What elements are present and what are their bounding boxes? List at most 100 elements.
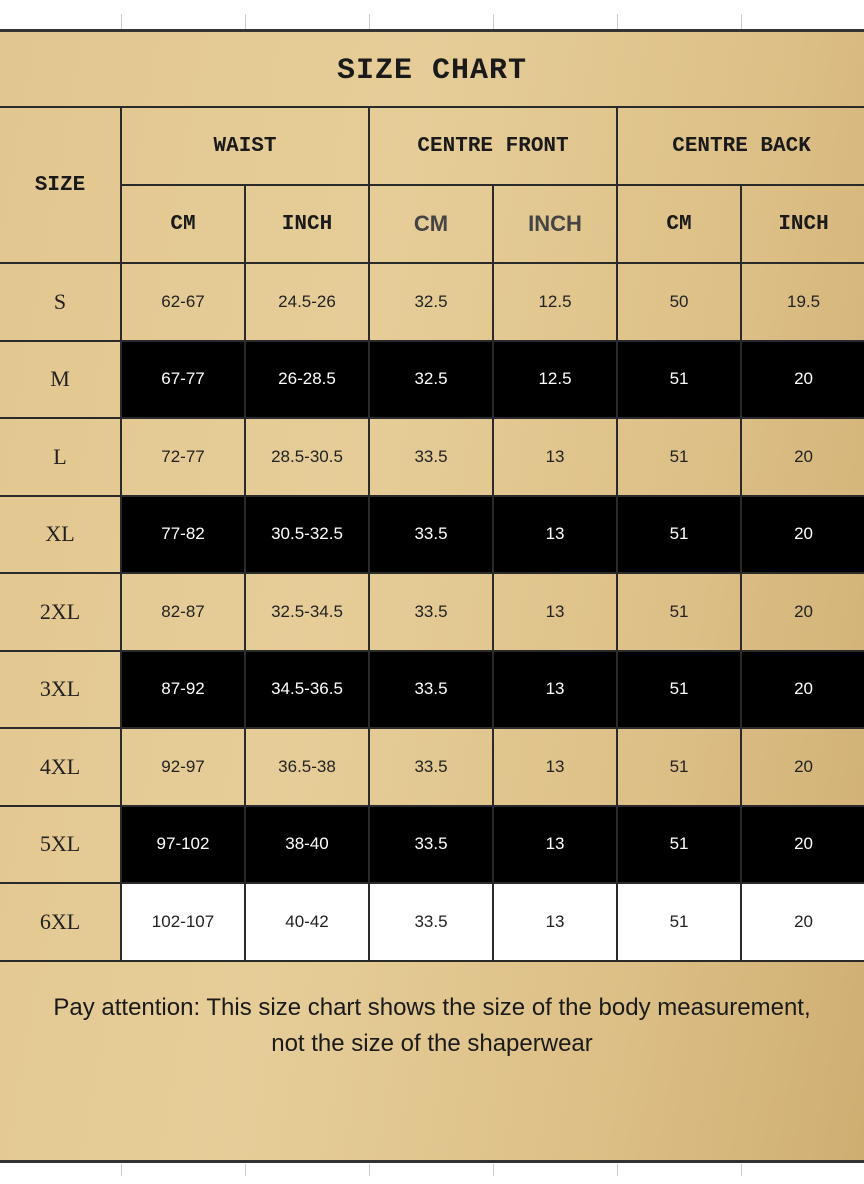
- value-cell: 51: [616, 494, 743, 574]
- value-cell: 77-82: [120, 494, 246, 574]
- centre-back-header: CENTRE BACK: [616, 106, 864, 186]
- size-cell: M: [0, 339, 122, 419]
- unit-header: INCH: [492, 184, 619, 264]
- table-row: M 67-77 26-28.5 32.5 12.5 51 20: [0, 339, 864, 419]
- size-table: SIZE WAIST CENTRE FRONT CENTRE BACK CM I…: [0, 106, 864, 962]
- value-cell: 97-102: [120, 804, 246, 884]
- value-cell: 20: [740, 572, 864, 652]
- value-cell: 20: [740, 494, 864, 574]
- value-cell: 62-67: [120, 262, 246, 342]
- table-row: 2XL 82-87 32.5-34.5 33.5 13 51 20: [0, 572, 864, 652]
- margin-tick: [741, 14, 742, 29]
- margin-tick: [369, 1164, 370, 1176]
- margin-tick: [245, 14, 246, 29]
- value-cell: 51: [616, 417, 743, 497]
- value-cell: 33.5: [368, 727, 495, 807]
- waist-header: WAIST: [119, 106, 371, 186]
- value-cell: 13: [492, 649, 619, 729]
- margin-tick: [121, 1164, 122, 1176]
- table-row: XL 77-82 30.5-32.5 33.5 13 51 20: [0, 494, 864, 574]
- size-cell: L: [0, 417, 122, 497]
- margin-tick: [121, 14, 122, 29]
- value-cell: 51: [616, 804, 743, 884]
- unit-header: INCH: [740, 184, 864, 264]
- value-cell: 13: [492, 572, 619, 652]
- size-cell: 5XL: [0, 804, 122, 884]
- chart-title: SIZE CHART: [336, 53, 528, 88]
- value-cell: 20: [740, 882, 864, 962]
- size-cell: 6XL: [0, 882, 122, 962]
- size-cell: XL: [0, 494, 122, 574]
- value-cell: 34.5-36.5: [243, 649, 371, 729]
- value-cell: 51: [616, 882, 743, 962]
- value-cell: 30.5-32.5: [243, 494, 371, 574]
- table-row: L 72-77 28.5-30.5 33.5 13 51 20: [0, 417, 864, 497]
- value-cell: 33.5: [368, 804, 495, 884]
- size-cell: S: [0, 262, 122, 342]
- value-cell: 92-97: [120, 727, 246, 807]
- table-row: S 62-67 24.5-26 32.5 12.5 50 19.5: [0, 262, 864, 342]
- value-cell: 13: [492, 804, 619, 884]
- note-line-2: not the size of the shaperwear: [271, 1030, 593, 1057]
- value-cell: 33.5: [368, 882, 495, 962]
- value-cell: 13: [492, 494, 619, 574]
- unit-header: CM: [616, 184, 743, 264]
- margin-tick: [741, 1164, 742, 1176]
- value-cell: 32.5: [368, 339, 495, 419]
- size-cell: 3XL: [0, 649, 122, 729]
- unit-header: CM: [368, 184, 495, 264]
- value-cell: 51: [616, 727, 743, 807]
- value-cell: 20: [740, 417, 864, 497]
- value-cell: 51: [616, 572, 743, 652]
- margin-tick: [493, 1164, 494, 1176]
- value-cell: 67-77: [120, 339, 246, 419]
- value-cell: 82-87: [120, 572, 246, 652]
- value-cell: 33.5: [368, 572, 495, 652]
- value-cell: 12.5: [492, 339, 619, 419]
- value-cell: 26-28.5: [243, 339, 371, 419]
- value-cell: 33.5: [368, 417, 495, 497]
- value-cell: 20: [740, 339, 864, 419]
- value-cell: 13: [492, 417, 619, 497]
- value-cell: 51: [616, 339, 743, 419]
- margin-tick: [617, 14, 618, 29]
- value-cell: 87-92: [120, 649, 246, 729]
- value-cell: 72-77: [120, 417, 246, 497]
- value-cell: 13: [492, 882, 619, 962]
- attention-note: Pay attention: This size chart shows the…: [0, 990, 864, 1062]
- value-cell: 36.5-38: [243, 727, 371, 807]
- margin-tick: [617, 1164, 618, 1176]
- value-cell: 13: [492, 727, 619, 807]
- size-chart-sheet: SIZE CHART SIZE WAIST CENTRE FRONT CENTR…: [0, 29, 864, 1163]
- value-cell: 20: [740, 804, 864, 884]
- unit-header: CM: [120, 184, 246, 264]
- value-cell: 102-107: [120, 882, 246, 962]
- value-cell: 33.5: [368, 649, 495, 729]
- value-cell: 40-42: [243, 882, 371, 962]
- size-header: SIZE: [0, 106, 122, 264]
- value-cell: 38-40: [243, 804, 371, 884]
- size-cell: 4XL: [0, 727, 122, 807]
- centre-front-header: CENTRE FRONT: [368, 106, 619, 186]
- value-cell: 24.5-26: [243, 262, 371, 342]
- value-cell: 28.5-30.5: [243, 417, 371, 497]
- table-row: 4XL 92-97 36.5-38 33.5 13 51 20: [0, 727, 864, 807]
- value-cell: 51: [616, 649, 743, 729]
- value-cell: 32.5-34.5: [243, 572, 371, 652]
- note-line-1: Pay attention: This size chart shows the…: [53, 994, 811, 1021]
- value-cell: 50: [616, 262, 743, 342]
- value-cell: 33.5: [368, 494, 495, 574]
- unit-header: INCH: [243, 184, 371, 264]
- margin-tick: [369, 14, 370, 29]
- value-cell: 12.5: [492, 262, 619, 342]
- value-cell: 32.5: [368, 262, 495, 342]
- table-row: 6XL 102-107 40-42 33.5 13 51 20: [0, 882, 864, 962]
- size-cell: 2XL: [0, 572, 122, 652]
- table-row: 5XL 97-102 38-40 33.5 13 51 20: [0, 804, 864, 884]
- value-cell: 20: [740, 727, 864, 807]
- table-row: 3XL 87-92 34.5-36.5 33.5 13 51 20: [0, 649, 864, 729]
- margin-tick: [245, 1164, 246, 1176]
- value-cell: 20: [740, 649, 864, 729]
- value-cell: 19.5: [740, 262, 864, 342]
- margin-tick: [493, 14, 494, 29]
